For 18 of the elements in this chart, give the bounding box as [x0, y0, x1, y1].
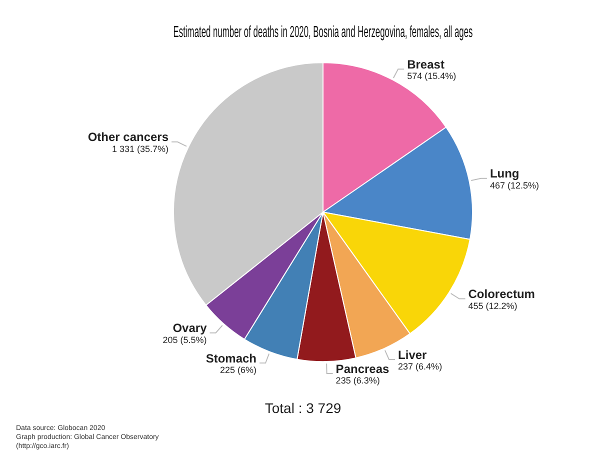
data-label: 235 (6.3%)	[336, 376, 380, 386]
text: Total : 3 729	[264, 400, 342, 416]
data-label: 237 (6.4%)	[398, 361, 442, 372]
slice-label: Stomach	[206, 351, 257, 366]
slice-label: Pancreas	[336, 362, 390, 376]
data-label: 574 (15.4%)	[407, 71, 456, 82]
data-label: 225 (6%)	[220, 365, 257, 376]
data-label: 455 (12.2%)	[468, 300, 518, 311]
chart-title: Estimated number of deaths in 2020, Bosnia and Herzegovina, females, all ages	[173, 22, 473, 41]
slice-label: Lung	[490, 166, 520, 181]
data-label: 205 (5.5%)	[162, 334, 207, 345]
slice-label: Breast	[407, 57, 444, 72]
data-label: 1 331 (35.7%)	[112, 144, 169, 154]
slice-label: Other cancers	[88, 130, 169, 144]
slice-label: Ovary	[172, 321, 208, 336]
data-label: 467 (12.5%)	[490, 180, 539, 190]
slice-label: Colorectum	[468, 287, 535, 302]
slice-label: Liver	[398, 348, 428, 362]
